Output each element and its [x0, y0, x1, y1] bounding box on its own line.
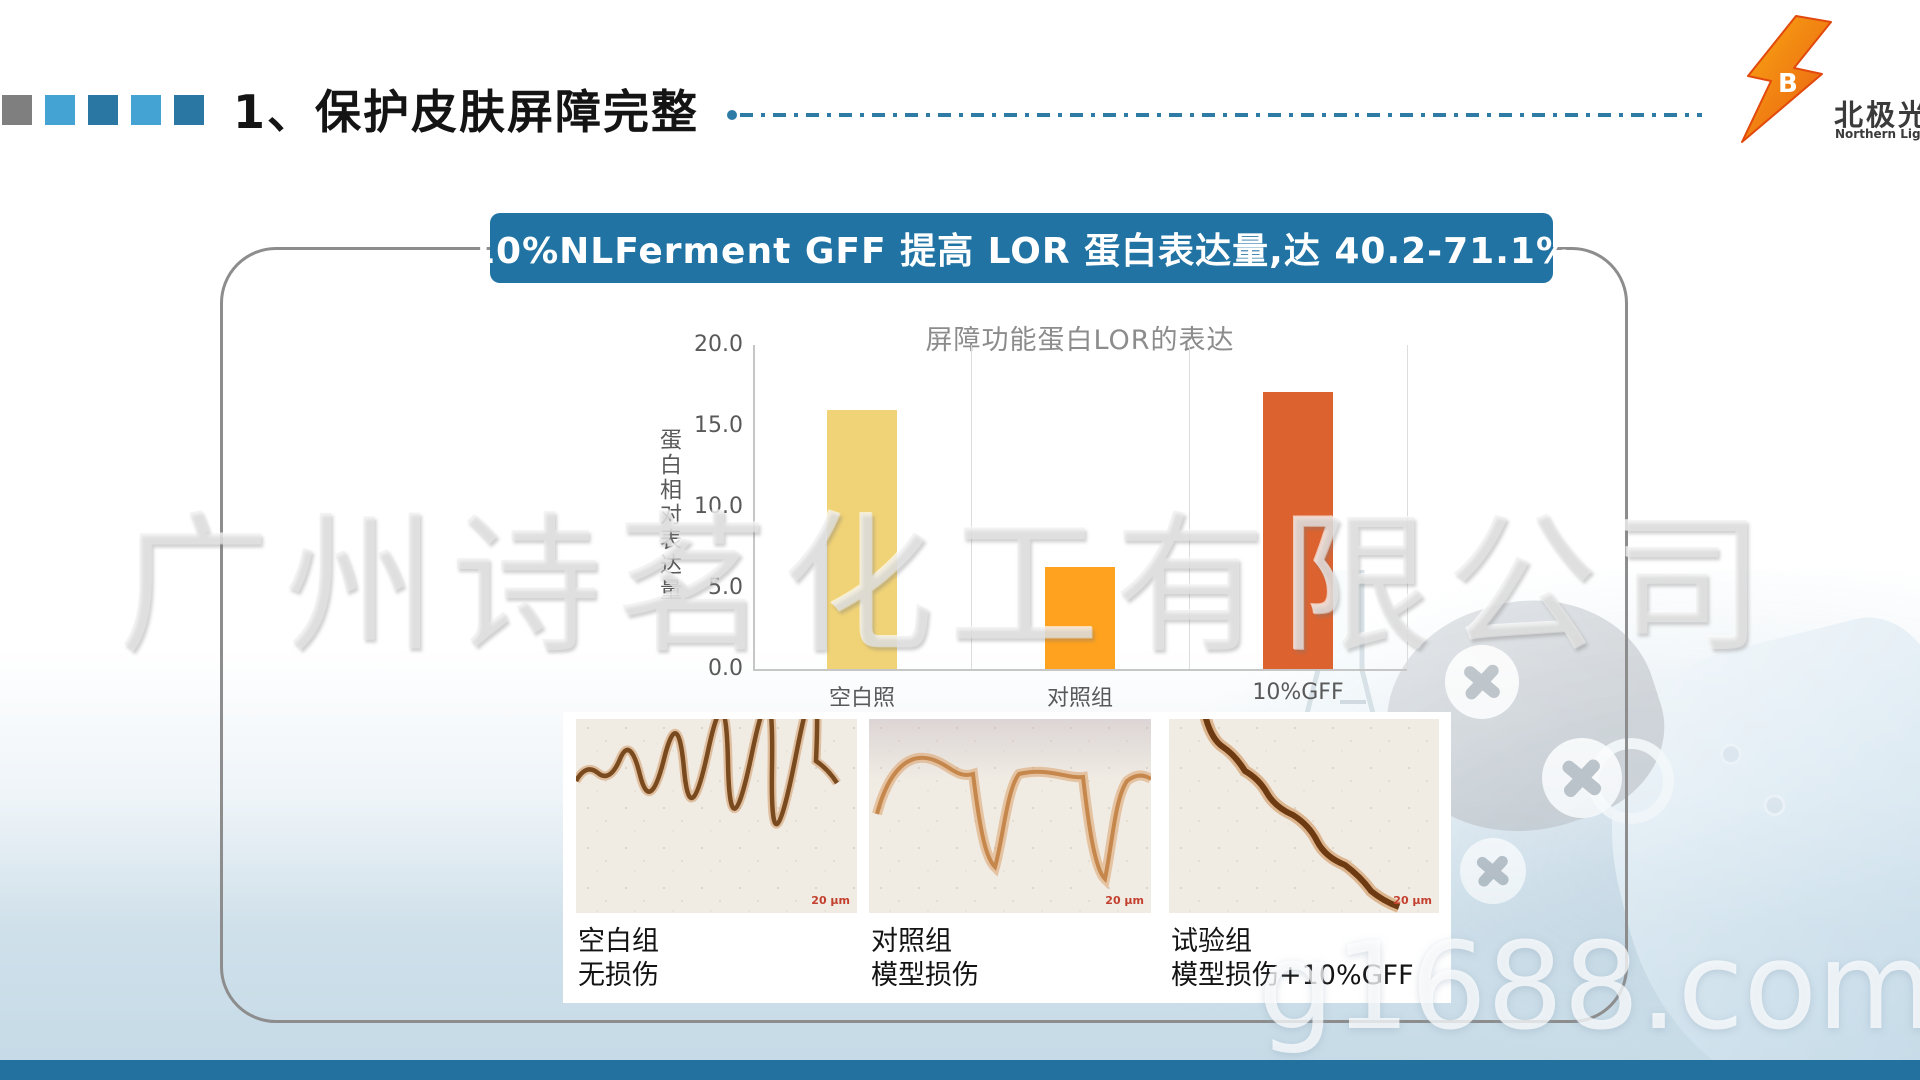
dash-line-start-dot — [727, 110, 737, 120]
headline-banner: 10%NLFerment GFF 提高 LOR 蛋白表达量,达 40.2-71.… — [470, 213, 1572, 283]
histology-label-line1: 试验组 — [1171, 926, 1252, 957]
tissue-stain-line — [1199, 719, 1402, 913]
scale-bar-label: 20 μm — [1393, 894, 1432, 907]
sleeve-button — [1761, 791, 1788, 819]
decorative-square — [88, 95, 118, 125]
histology-image-control-group: 20 μm — [869, 719, 1151, 913]
logo-brand-cn: 北极光 — [1834, 98, 1920, 132]
decorative-square — [45, 95, 75, 125]
svg-text:B: B — [1778, 69, 1798, 99]
sleeve-button — [1717, 740, 1745, 768]
northern-lights-logo: B 北极光 Northern Lights — [1738, 14, 1920, 144]
dash-dot-divider — [740, 113, 1702, 117]
logo-brand-en: Northern Lights — [1835, 127, 1920, 141]
histology-label: 试验组 模型损伤+10%GFF — [1171, 925, 1414, 993]
scale-bar-label: 20 μm — [811, 894, 850, 907]
histology-label-line2: 模型损伤+10%GFF — [1171, 960, 1414, 991]
decorative-square — [174, 95, 204, 125]
decorative-square — [2, 95, 32, 125]
histology-label-line2: 无损伤 — [578, 960, 659, 991]
histology-image-test-group: 20 μm — [1169, 719, 1439, 913]
histology-label-line2: 模型损伤 — [871, 960, 979, 991]
lightning-bolt-icon: B — [1741, 15, 1832, 143]
histology-label: 空白组 无损伤 — [578, 925, 659, 993]
histology-label: 对照组 模型损伤 — [871, 925, 979, 993]
histology-image-blank-group: 20 μm — [576, 719, 857, 913]
scale-bar-label: 20 μm — [1105, 894, 1144, 907]
histology-label-line1: 空白组 — [578, 926, 659, 957]
tissue-stain-line — [576, 719, 841, 829]
tissue-texture-band — [869, 719, 1151, 779]
histology-label-line1: 对照组 — [871, 926, 952, 957]
page-title: 1、保护皮肤屏障完整 — [233, 85, 700, 139]
tissue-stain-line — [872, 752, 1151, 890]
headline-banner-text: 10%NLFerment GFF 提高 LOR 蛋白表达量,达 40.2-71.… — [470, 231, 1574, 272]
footer-bar — [0, 1060, 1920, 1080]
decorative-square — [131, 95, 161, 125]
